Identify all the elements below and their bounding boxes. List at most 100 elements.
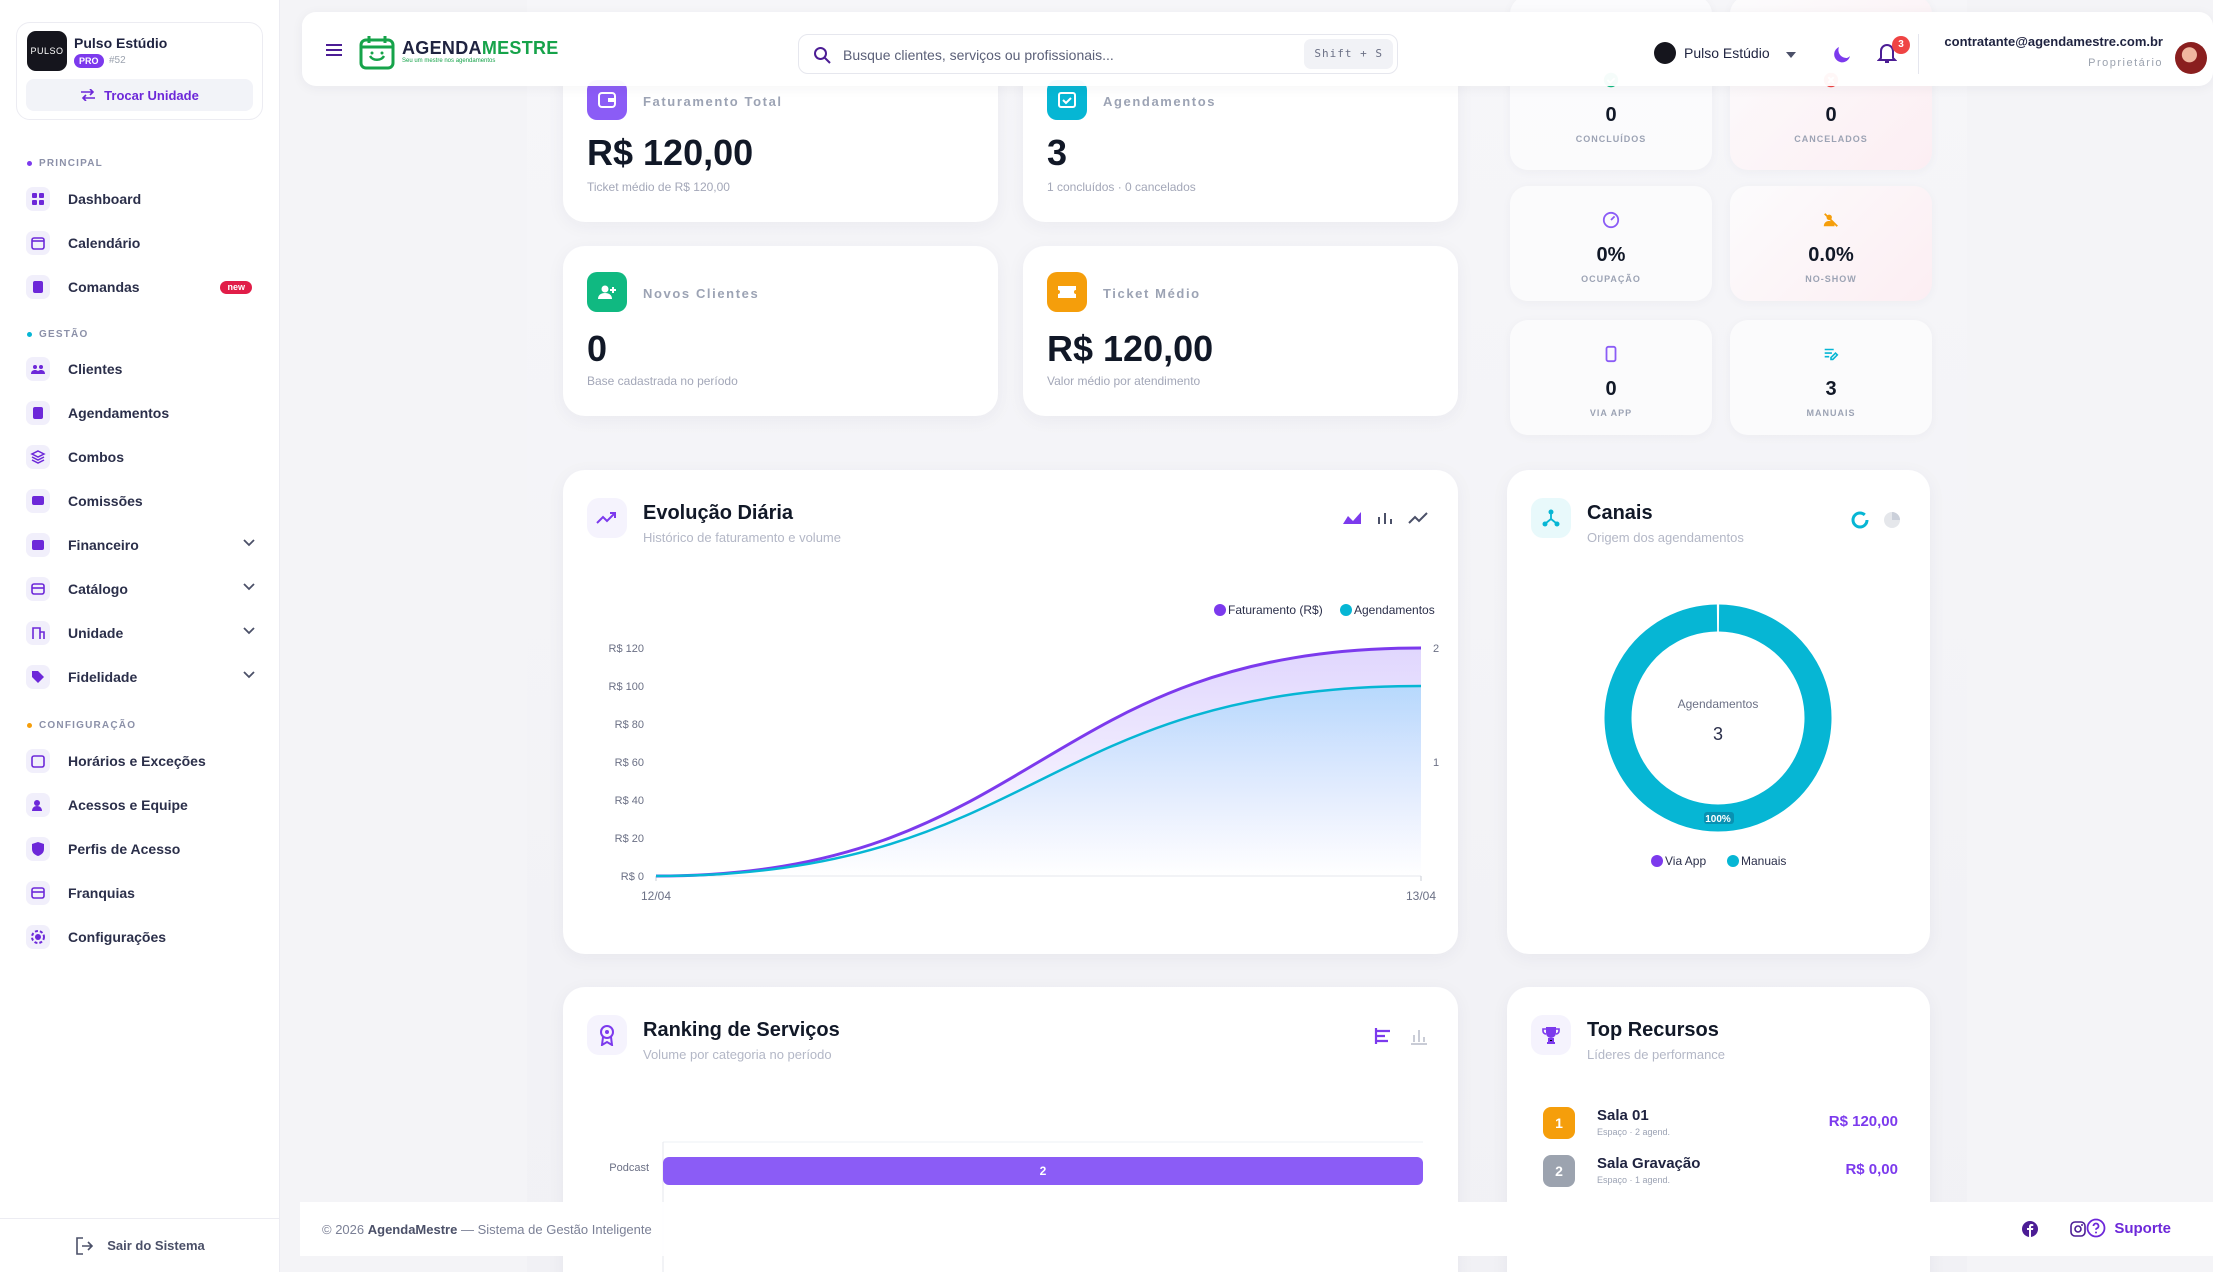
y-axis-tick-label: R$ 40 xyxy=(615,795,644,807)
stat-label: CANCELADOS xyxy=(1794,134,1868,144)
sidebar-item-configuracoes[interactable]: Configurações xyxy=(26,920,256,954)
gear-icon xyxy=(26,925,50,949)
logout-button[interactable]: Sair do Sistema xyxy=(0,1218,280,1272)
store-icon xyxy=(26,881,50,905)
menu-toggle-icon[interactable] xyxy=(324,42,344,63)
notification-bell-icon[interactable] xyxy=(1876,42,1898,69)
line-chart-toggle-icon[interactable] xyxy=(1408,510,1428,531)
donut-toggle-icon[interactable] xyxy=(1850,510,1870,535)
stat-value: 0% xyxy=(1596,244,1626,266)
facebook-icon[interactable] xyxy=(2019,1218,2041,1240)
brand-logo-icon xyxy=(358,34,396,70)
sidebar-item-fidelidade[interactable]: Fidelidade xyxy=(26,660,256,694)
sidebar-item-comissoes[interactable]: Comissões xyxy=(26,484,256,518)
chevron-down-icon xyxy=(1785,45,1796,61)
agendamentos-line xyxy=(655,684,1422,878)
legend-label: Faturamento (R$) xyxy=(1228,603,1323,617)
sidebar-item-unidade[interactable]: Unidade xyxy=(26,616,256,650)
chart-subtitle: Volume por categoria no período xyxy=(643,1047,832,1062)
y-axis-tick-label: R$ 20 xyxy=(615,833,644,845)
stat-value: 0 xyxy=(1605,378,1617,400)
sidebar-item-horarios-e-excecoes[interactable]: Horários e Exceções xyxy=(26,744,256,778)
chart-subtitle: Origem dos agendamentos xyxy=(1587,530,1744,545)
category-label: Podcast xyxy=(609,1162,649,1174)
user-avatar[interactable] xyxy=(2175,42,2207,74)
legend-marker xyxy=(1214,604,1226,616)
resource-row[interactable]: 2 Sala Gravação Espaço · 1 agend. R$ 0,00 xyxy=(1543,1153,1898,1189)
sidebar-item-agendamentos[interactable]: Agendamentos xyxy=(26,396,256,430)
calendar-check-icon xyxy=(1047,80,1087,120)
sidebar-item-catalogo[interactable]: Catálogo xyxy=(26,572,256,606)
sidebar-item-label: Perfis de Acesso xyxy=(68,841,181,857)
clipboard-icon xyxy=(26,401,50,425)
kpi-subtext: 1 concluídos · 0 cancelados xyxy=(1047,180,1196,194)
phone-icon xyxy=(1601,344,1621,364)
sidebar-item-perfis-de-acesso[interactable]: Perfis de Acesso xyxy=(26,832,256,866)
canais-chart-card: Canais Origem dos agendamentos 100% Agend… xyxy=(1507,470,1930,954)
sidebar-item-franquias[interactable]: Franquias xyxy=(26,876,256,910)
unit-number: #52 xyxy=(109,55,126,66)
rank-badge: 1 xyxy=(1543,1107,1575,1139)
resource-meta: Espaço · 1 agend. xyxy=(1597,1175,1671,1185)
vertical-bars-toggle-icon[interactable] xyxy=(1410,1027,1428,1050)
legend-marker xyxy=(1340,604,1352,616)
section-configuracao: CONFIGURAÇÃO xyxy=(27,720,136,731)
pie-toggle-icon[interactable] xyxy=(1882,510,1902,535)
resource-name: Sala 01 xyxy=(1597,1107,1649,1124)
instagram-icon[interactable] xyxy=(2067,1218,2089,1240)
sidebar-item-clientes[interactable]: Clientes xyxy=(26,352,256,386)
edit-list-icon xyxy=(1821,344,1841,364)
swap-icon xyxy=(81,89,96,101)
layers-icon xyxy=(26,445,50,469)
user-plus-icon xyxy=(587,272,627,312)
horizontal-bars-toggle-icon[interactable] xyxy=(1374,1027,1394,1050)
sidebar-item-label: Fidelidade xyxy=(68,669,138,685)
card-title: Top Recursos xyxy=(1587,1019,1719,1041)
sidebar-item-comandas[interactable]: Comandas new xyxy=(26,270,256,304)
y2-axis-tick-label: 1 xyxy=(1433,757,1439,769)
support-link[interactable]: Suporte xyxy=(2086,1218,2171,1238)
user-role: Proprietário xyxy=(2088,57,2163,69)
user-email[interactable]: contratante@agendamestre.com.br xyxy=(1944,34,2163,49)
new-badge: new xyxy=(220,281,252,294)
search-placeholder: Busque clientes, serviços ou profissiona… xyxy=(843,47,1114,63)
canais-donut-chart: 100% Agendamentos 3 Via App Manuais xyxy=(1604,604,1832,868)
receipt-icon xyxy=(26,275,50,299)
unit-selector[interactable]: Pulso Estúdio xyxy=(1654,42,1796,64)
bar xyxy=(663,1157,1423,1185)
unit-name: Pulso Estúdio xyxy=(74,35,168,51)
kpi-subtext: Ticket médio de R$ 120,00 xyxy=(587,180,730,194)
kpi-label: Ticket Médio xyxy=(1103,286,1201,301)
kpi-value: R$ 120,00 xyxy=(1047,328,1214,369)
stat-label: NO-SHOW xyxy=(1805,274,1857,284)
y-axis-tick-label: R$ 80 xyxy=(615,719,644,731)
sidebar-item-label: Agendamentos xyxy=(68,405,170,421)
legend-label: Agendamentos xyxy=(1354,603,1435,617)
sidebar-item-label: Clientes xyxy=(68,361,123,377)
no-show-icon xyxy=(1821,210,1841,230)
chevron-down-icon xyxy=(242,580,256,594)
logout-label: Sair do Sistema xyxy=(107,1238,205,1253)
resource-row[interactable]: 1 Sala 01 Espaço · 2 agend. R$ 120,00 xyxy=(1543,1105,1898,1141)
sidebar-item-acessos-e-equipe[interactable]: Acessos e Equipe xyxy=(26,788,256,822)
switch-unit-button[interactable]: Trocar Unidade xyxy=(26,79,253,111)
legend-marker xyxy=(1651,855,1663,867)
stat-card-no-show: 0.0% NO-SHOW xyxy=(1730,186,1932,301)
commission-icon xyxy=(26,489,50,513)
chevron-down-icon xyxy=(242,536,256,550)
sidebar-item-label: Unidade xyxy=(68,625,124,641)
unit-avatar xyxy=(1654,42,1676,64)
dark-mode-moon-icon[interactable] xyxy=(1832,44,1852,69)
search-input[interactable]: Busque clientes, serviços ou profissiona… xyxy=(798,34,1398,74)
sidebar-item-financeiro[interactable]: Financeiro xyxy=(26,528,256,562)
sidebar-item-calendario[interactable]: Calendário xyxy=(26,226,256,260)
footer: © 2026 AgendaMestre — Sistema de Gestão … xyxy=(300,1202,2213,1256)
sidebar-item-combos[interactable]: Combos xyxy=(26,440,256,474)
stat-label: OCUPAÇÃO xyxy=(1581,274,1641,284)
chevron-down-icon xyxy=(242,624,256,638)
bar-chart-toggle-icon[interactable] xyxy=(1376,510,1394,531)
sidebar-item-dashboard[interactable]: Dashboard xyxy=(26,182,256,216)
brand-tagline: Seu um mestre nos agendamentos xyxy=(402,58,496,64)
area-chart-toggle-icon[interactable] xyxy=(1342,510,1362,531)
unit-card: PULSO Pulso Estúdio PRO #52 Trocar Unida… xyxy=(16,22,263,120)
